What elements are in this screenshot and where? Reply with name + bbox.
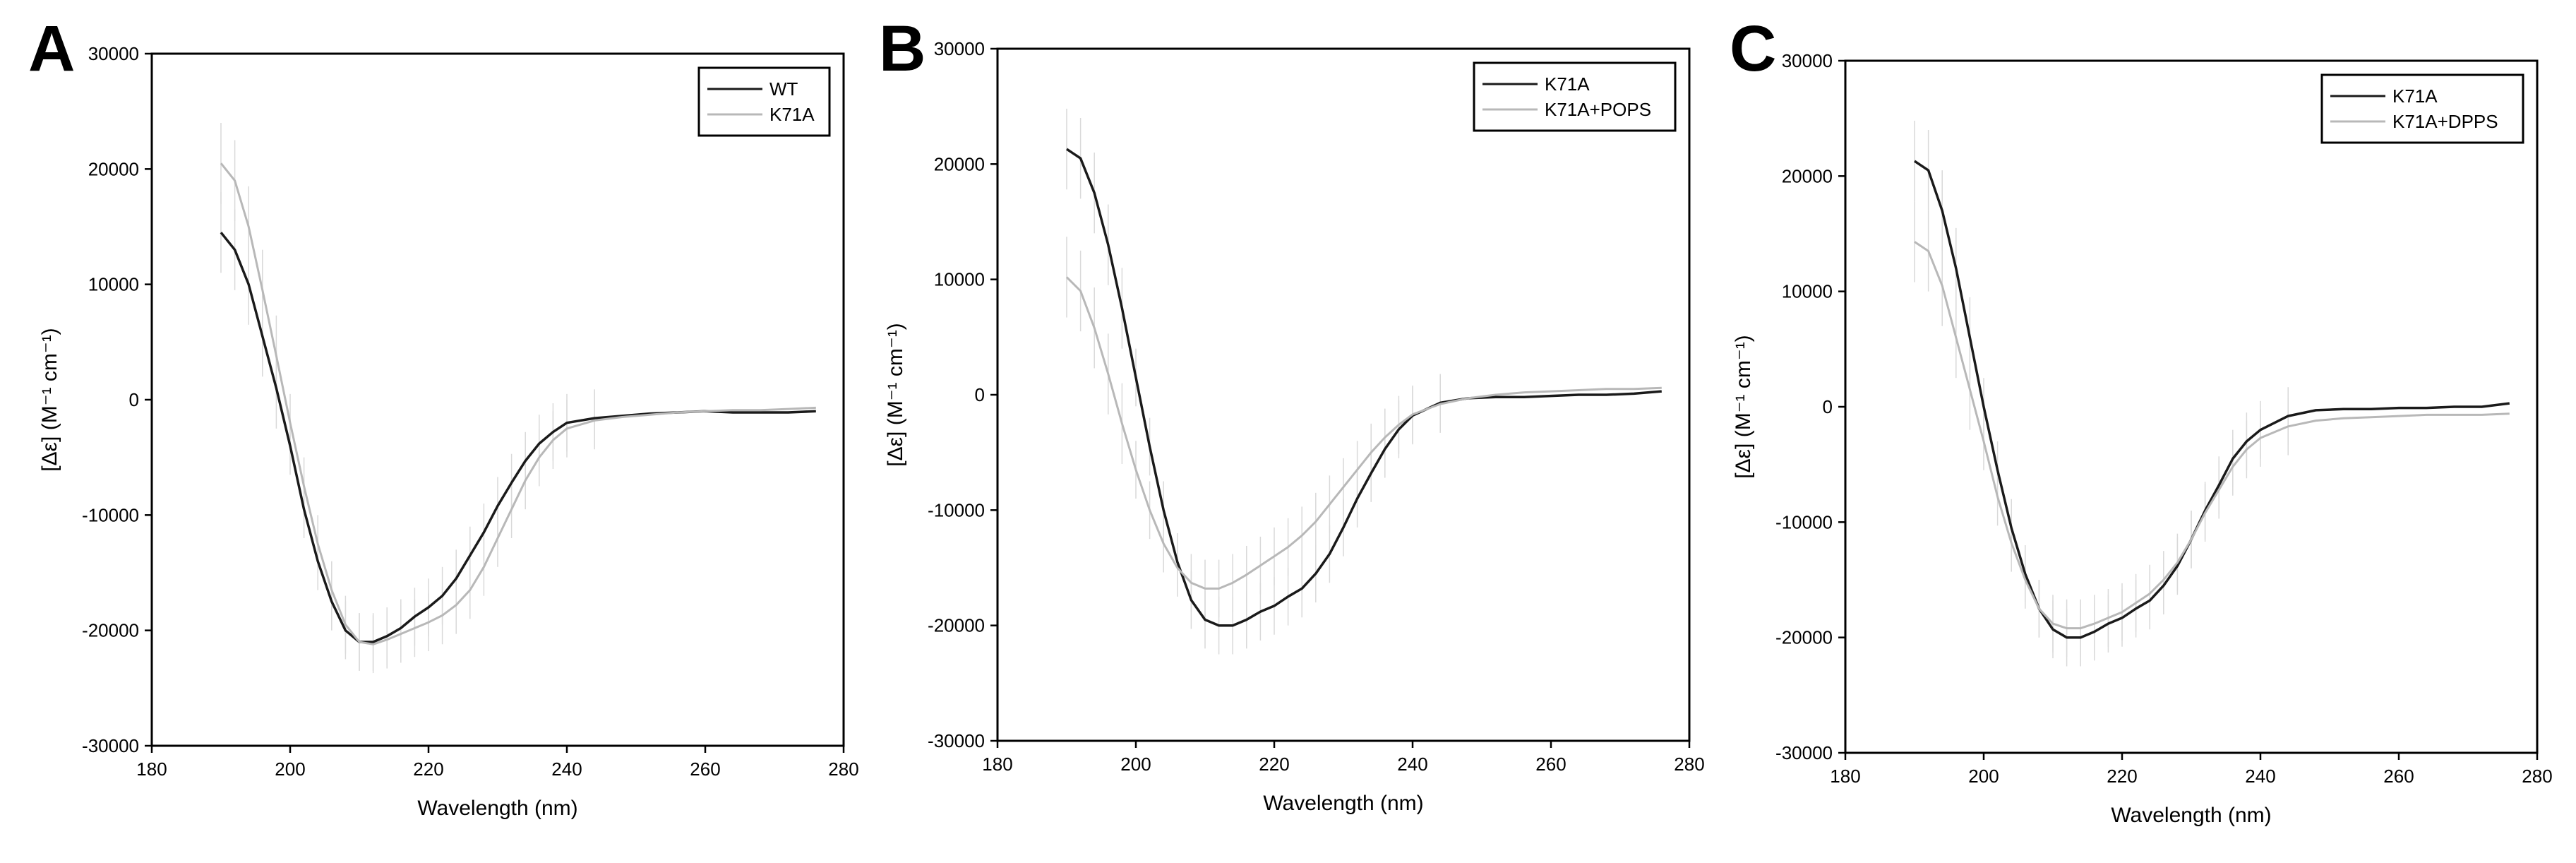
legend-entry: WT — [769, 78, 798, 100]
x-tick-label: 200 — [275, 758, 305, 780]
chart-panel-b: B 180 200 220 240 260 280 -30000 -20000 -10000 0 10… — [879, 13, 1705, 815]
y-tick-label: 0 — [975, 384, 985, 405]
x-tick-label: 240 — [1397, 754, 1427, 775]
y-tick-label: -30000 — [82, 735, 139, 756]
y-tick-label: -20000 — [928, 615, 985, 636]
legend: WT K71A — [697, 66, 831, 137]
x-axis-title: Wavelength (nm) — [2111, 804, 2271, 827]
x-tick-label: 280 — [828, 758, 858, 780]
x-axis-title: Wavelength (nm) — [417, 797, 577, 820]
y-tick-label: 10000 — [88, 274, 139, 295]
y-tick-label: -30000 — [1775, 742, 1833, 763]
y-axis-title: [Δε] (M⁻¹ cm⁻¹) — [884, 323, 907, 466]
y-tick-label: -10000 — [1775, 511, 1833, 532]
y-tick-label: -10000 — [82, 504, 139, 525]
y-tick-label: -20000 — [82, 620, 139, 641]
series-line-k71a-dpps — [1914, 241, 2510, 630]
legend: K71A K71A+DPPS — [2320, 73, 2524, 144]
x-tick-label: 240 — [2245, 766, 2275, 787]
legend-entry: K71A+DPPS — [2392, 111, 2498, 132]
legend-entry: K71A — [1545, 73, 1590, 95]
x-tick-label: 200 — [1120, 754, 1151, 775]
legend-box — [1473, 61, 1677, 132]
y-tick-label: 0 — [1823, 396, 1833, 417]
y-axis-title: [Δε] (M⁻¹ cm⁻¹) — [38, 328, 61, 471]
x-tick-label: 180 — [136, 758, 167, 780]
x-tick-label: 200 — [1968, 766, 1999, 787]
legend-box — [697, 66, 831, 137]
x-tick-label: 240 — [551, 758, 582, 780]
plot-frame — [150, 52, 845, 747]
legend-entry: K71A — [2392, 85, 2438, 107]
x-tick-label: 280 — [1674, 754, 1704, 775]
x-tick-label: 220 — [1259, 754, 1289, 775]
panel-letter: C — [1730, 13, 1776, 85]
y-tick-label: 30000 — [1782, 50, 1833, 71]
y-axis-title: [Δε] (M⁻¹ cm⁻¹) — [1732, 335, 1755, 478]
y-tick-label: 20000 — [1782, 165, 1833, 186]
panel-letter: A — [28, 13, 75, 85]
x-tick-label: 220 — [413, 758, 443, 780]
x-axis-title: Wavelength (nm) — [1263, 792, 1423, 815]
y-tick-label: 30000 — [88, 43, 139, 64]
x-tick-label: 180 — [982, 754, 1012, 775]
x-tick-label: 180 — [1830, 766, 1860, 787]
y-tick-label: 20000 — [934, 153, 985, 174]
chart-panel-a: A 180 200 220 240 260 280 -30000 -20000 -10000 0 10… — [28, 13, 859, 820]
legend: K71A K71A+POPS — [1473, 61, 1677, 132]
series-line-k71a-pops — [1065, 276, 1662, 590]
series-line-k71a — [1914, 160, 2510, 639]
error-bars — [1066, 108, 1441, 655]
y-tick-label: 30000 — [934, 38, 985, 59]
x-tick-label: 260 — [690, 758, 720, 780]
legend-entry: K71A — [769, 104, 815, 125]
legend-entry: K71A+POPS — [1545, 99, 1651, 120]
series-line-wt — [220, 232, 816, 643]
series-line-k71a — [220, 162, 816, 645]
panel-letter: B — [879, 13, 925, 85]
chart-panel-c: C 180 200 220 240 260 280 -30000 -20000 -10000 0 10… — [1730, 13, 2553, 827]
x-tick-label: 280 — [2522, 766, 2552, 787]
y-tick-label: -20000 — [1775, 627, 1833, 648]
series-line-k71a — [1066, 148, 1662, 627]
y-tick-label: -30000 — [928, 730, 985, 751]
y-tick-label: 0 — [129, 389, 139, 410]
error-bars — [220, 123, 595, 674]
y-tick-label: 10000 — [934, 269, 985, 290]
y-tick-label: 20000 — [88, 158, 139, 179]
legend-box — [2320, 73, 2524, 144]
y-tick-label: 10000 — [1782, 281, 1833, 302]
x-tick-label: 220 — [2107, 766, 2137, 787]
y-tick-label: -10000 — [928, 499, 985, 520]
x-tick-label: 260 — [1535, 754, 1566, 775]
x-tick-label: 260 — [2383, 766, 2414, 787]
